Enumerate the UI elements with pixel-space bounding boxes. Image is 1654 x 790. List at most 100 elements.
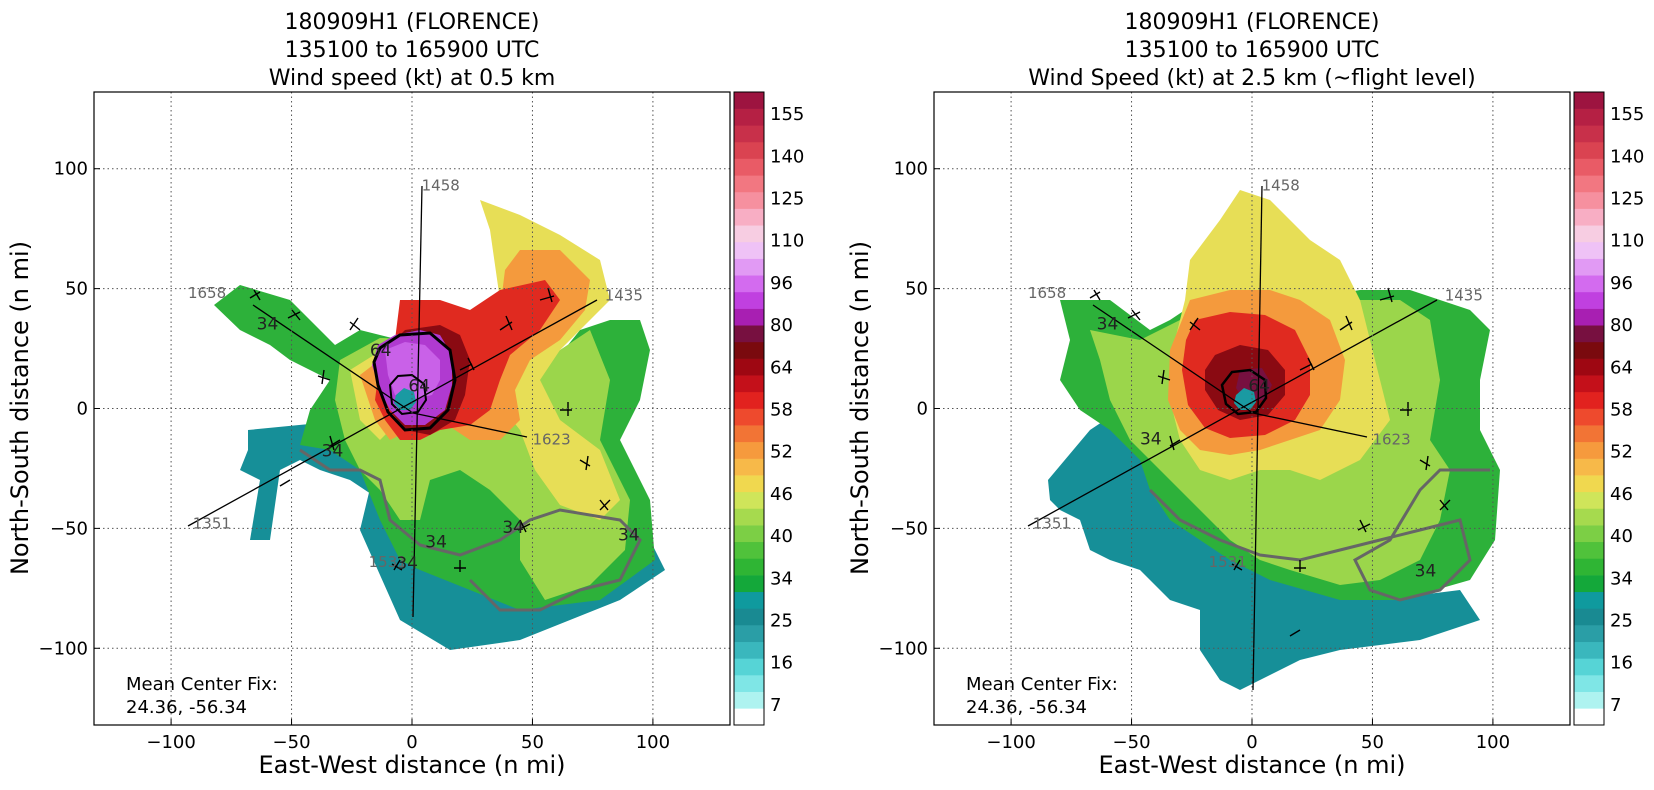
- colorbar-swatch: [734, 225, 764, 243]
- colorbar-swatch: [734, 675, 764, 692]
- colorbar-tick-label: 80: [770, 315, 793, 336]
- colorbar-swatch: [734, 241, 764, 259]
- colorbar-swatch: [1574, 508, 1604, 526]
- colorbar-swatch: [1574, 558, 1604, 576]
- y-tick-label: −100: [879, 638, 928, 659]
- flight-track-time-label: 1351: [193, 514, 231, 532]
- panel-title-line-2: 135100 to 165900 UTC: [1125, 38, 1380, 63]
- y-tick-label: 50: [65, 279, 88, 300]
- y-tick-label: −100: [39, 638, 88, 659]
- panel-left: 180909H1 (FLORENCE) 135100 to 165900 UTC…: [6, 10, 804, 779]
- x-tick-label: −100: [146, 732, 195, 753]
- flight-track: [187, 185, 598, 618]
- colorbar-swatch: [1574, 125, 1604, 143]
- colorbar-swatch: [734, 258, 764, 276]
- flight-track-labels: 1458 1658 1435 1623 1351 1531: [1028, 176, 1483, 570]
- colorbar-swatch: [734, 275, 764, 293]
- flight-track-time-label: 1623: [532, 430, 570, 448]
- x-tick-label: 0: [406, 732, 417, 753]
- panel-title-line-1: 180909H1 (FLORENCE): [1124, 10, 1379, 35]
- contour-34kt: [299, 448, 642, 612]
- colorbar-swatch: [734, 575, 764, 593]
- contour-label: 34: [618, 525, 640, 545]
- contour-label: 34: [322, 441, 344, 461]
- y-tick-label: −50: [890, 518, 928, 539]
- colorbar-swatch: [734, 191, 764, 209]
- colorbar-swatch: [1574, 175, 1604, 193]
- colorbar-tick-label: 7: [770, 695, 781, 716]
- colorbar-swatch: [1574, 108, 1604, 126]
- contour-label: 34: [257, 314, 279, 334]
- colorbar-tick-label: 110: [1610, 231, 1644, 252]
- colorbar-swatch: [1574, 608, 1604, 626]
- y-tick-label: 0: [917, 399, 928, 420]
- x-tick-label: 50: [521, 732, 544, 753]
- colorbar-swatch: [734, 708, 764, 726]
- flight-track-time-label: 1435: [1445, 287, 1483, 305]
- colorbar-swatch: [1574, 441, 1604, 459]
- flight-track-time-label: 1435: [605, 287, 643, 305]
- colorbar-tick-label: 40: [1610, 526, 1633, 547]
- colorbar-swatch: [734, 458, 764, 476]
- colorbar-tick-label: 52: [1610, 442, 1633, 463]
- colorbar-swatch: [1574, 358, 1604, 376]
- x-tick-label: −100: [986, 732, 1035, 753]
- y-tick-label: 50: [905, 279, 928, 300]
- wind-barbs: [1089, 287, 1451, 637]
- contour-label: 34: [396, 554, 418, 574]
- colorbar-swatch: [734, 408, 764, 426]
- colorbar-frame: [1573, 91, 1605, 726]
- colorbar-tick-label: 25: [1610, 611, 1633, 632]
- colorbar-tick-label: 16: [1610, 653, 1633, 674]
- colorbar-swatch: [734, 525, 764, 543]
- colorbar-swatch: [734, 141, 764, 159]
- colorbar-tick-label: 58: [770, 400, 793, 421]
- wind-field-plot: [94, 92, 730, 725]
- colorbar-swatch: [1574, 425, 1604, 443]
- colorbar-swatch: [1574, 691, 1604, 709]
- colorbar-swatch: [1574, 375, 1604, 393]
- flight-track-time-label: 1458: [422, 176, 460, 194]
- colorbar-swatch: [734, 208, 764, 226]
- contour-label: 34: [425, 533, 447, 553]
- colorbar-tick-label: 125: [1610, 189, 1644, 210]
- colorbar-swatch: [734, 441, 764, 459]
- colorbar-swatch: [1574, 708, 1604, 726]
- wind-barbs: [249, 287, 611, 572]
- colorbar-swatch: [734, 125, 764, 143]
- flight-track-time-label: 1658: [188, 284, 226, 302]
- flight-track-time-label: 1458: [1262, 176, 1300, 194]
- colorbar-swatch: [1574, 641, 1604, 659]
- contour-label: 64: [370, 341, 392, 361]
- colorbar-tick-label: 46: [770, 484, 793, 505]
- contour-label: 34: [1097, 314, 1119, 334]
- colorbar-tick-label: 96: [770, 273, 793, 294]
- x-axis-label: East-West distance (n mi): [1098, 751, 1405, 779]
- flight-track-time-label: 1531: [369, 553, 407, 571]
- colorbar-swatch: [1574, 391, 1604, 409]
- colorbar-swatch: [734, 391, 764, 409]
- colorbar-swatch: [1574, 291, 1604, 309]
- colorbar-swatch: [734, 658, 764, 676]
- colorbar-swatch: [734, 608, 764, 626]
- colorbar-swatch: [1574, 625, 1604, 643]
- y-tick-label: −50: [50, 518, 88, 539]
- colorbar-swatch: [1574, 141, 1604, 159]
- colorbar-tick-label: 110: [770, 231, 804, 252]
- flight-track-time-label: 1623: [1372, 430, 1410, 448]
- y-tick-label: 100: [894, 159, 928, 180]
- flight-track-time-label: 1658: [1028, 284, 1066, 302]
- colorbar-swatch: [734, 475, 764, 493]
- colorbar-swatch: [1574, 675, 1604, 692]
- colorbar-tick-label: 155: [770, 104, 804, 125]
- colorbar-tick-label: 80: [1610, 315, 1633, 336]
- y-axis-label: North-South distance (n mi): [6, 241, 34, 575]
- colorbar-tick-label: 16: [770, 653, 793, 674]
- colorbar-tick-label: 7: [1610, 695, 1621, 716]
- colorbar-swatch: [734, 308, 764, 326]
- colorbar-swatch: [734, 175, 764, 193]
- colorbar-swatch: [734, 291, 764, 309]
- contour-label: 64: [408, 377, 430, 397]
- colorbar-tick-label: 64: [1610, 357, 1633, 378]
